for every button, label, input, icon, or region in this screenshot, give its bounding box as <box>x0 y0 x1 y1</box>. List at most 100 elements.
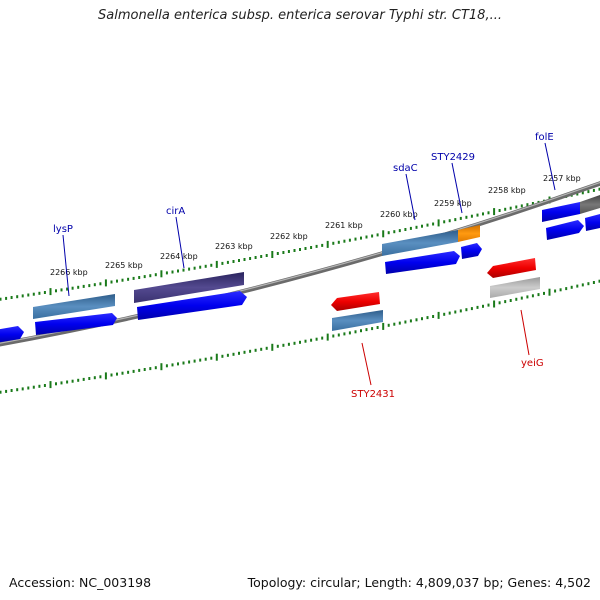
minor-tick <box>376 326 379 329</box>
minor-tick <box>387 231 390 235</box>
minor-tick <box>576 192 579 196</box>
minor-tick <box>504 300 507 304</box>
minor-tick <box>365 328 368 332</box>
minor-tick <box>287 342 290 346</box>
scale-label: 2266 kbp <box>50 268 88 277</box>
minor-tick <box>127 370 130 374</box>
minor-tick <box>487 303 490 307</box>
minor-tick <box>387 323 390 327</box>
forward-gene-arrow[interactable] <box>585 214 600 231</box>
minor-tick <box>443 220 446 224</box>
gene-label-sdaC: sdaC <box>393 163 418 174</box>
minor-tick <box>310 246 313 249</box>
minor-tick <box>238 351 240 355</box>
gene-label-STY2431: STY2431 <box>351 389 395 400</box>
minor-tick <box>299 340 301 344</box>
major-tick <box>49 288 52 296</box>
minor-tick <box>470 307 473 311</box>
minor-tick <box>520 204 523 208</box>
forward-gene-arrow[interactable] <box>0 326 24 343</box>
forward-gene-arrow[interactable] <box>461 243 482 259</box>
gene-labels: lysP cirA sdaC STY2429 folE STY2431 yeiG <box>53 132 554 400</box>
minor-tick <box>254 348 257 352</box>
major-tick <box>382 322 385 330</box>
minor-tick <box>354 330 357 334</box>
minor-tick <box>332 334 335 338</box>
minor-tick <box>10 296 13 299</box>
minor-tick <box>287 250 290 253</box>
scale-label: 2258 kbp <box>488 186 526 195</box>
minor-tick <box>127 277 130 281</box>
minor-tick <box>587 282 590 286</box>
cog-bar <box>580 195 600 214</box>
minor-tick <box>88 377 91 380</box>
minor-tick <box>360 236 362 240</box>
minor-tick <box>459 216 462 220</box>
minor-tick <box>520 296 523 300</box>
minor-tick <box>188 267 191 271</box>
forward-gene-arrow[interactable] <box>546 220 584 240</box>
minor-tick <box>426 223 429 227</box>
minor-tick <box>348 238 351 242</box>
gene-label-leaders <box>62 142 556 386</box>
major-tick <box>215 260 218 268</box>
minor-tick <box>371 327 374 331</box>
minor-tick <box>82 284 85 288</box>
forward-gene-arrow[interactable] <box>35 313 117 335</box>
forward-gene-arrow[interactable] <box>137 291 247 320</box>
minor-tick <box>293 249 296 252</box>
cog-bar <box>542 202 580 222</box>
minor-tick <box>365 235 368 239</box>
minor-tick <box>543 291 545 295</box>
scale-labels: 2266 kbp 2265 kbp 2264 kbp 2263 kbp 2262… <box>50 174 581 277</box>
map-title: Salmonella enterica subsp. enterica sero… <box>98 8 502 23</box>
minor-tick <box>249 349 252 353</box>
major-tick <box>493 208 496 216</box>
minor-tick <box>482 212 484 216</box>
reverse-cds-track <box>331 258 536 311</box>
minor-tick <box>221 354 224 358</box>
minor-tick <box>82 377 85 381</box>
minor-tick <box>138 276 141 279</box>
minor-tick <box>321 336 324 340</box>
reverse-gene-arrow[interactable] <box>487 258 536 278</box>
minor-tick <box>66 380 69 384</box>
cog-bar <box>458 225 480 242</box>
minor-tick <box>132 276 135 280</box>
minor-tick <box>226 353 229 357</box>
minor-tick <box>138 368 141 372</box>
minor-tick <box>0 297 2 301</box>
minor-tick <box>498 209 501 212</box>
minor-tick <box>143 275 146 279</box>
minor-tick <box>27 386 30 390</box>
major-tick <box>104 279 107 287</box>
minor-tick <box>465 308 468 312</box>
minor-tick <box>116 279 118 283</box>
major-tick <box>104 372 107 380</box>
cog-bar <box>490 277 540 298</box>
minor-tick <box>360 329 362 333</box>
minor-tick <box>265 346 268 350</box>
minor-tick <box>459 309 462 313</box>
minor-tick <box>470 214 473 218</box>
minor-tick <box>226 260 229 264</box>
minor-tick <box>476 213 479 217</box>
minor-tick <box>55 382 57 386</box>
minor-tick <box>265 254 268 257</box>
minor-tick <box>581 283 584 287</box>
major-tick <box>49 381 52 389</box>
minor-tick <box>110 373 113 377</box>
minor-tick <box>531 294 534 298</box>
minor-tick <box>531 202 534 205</box>
reverse-gene-arrow[interactable] <box>331 292 380 311</box>
forward-cds-track <box>0 214 600 343</box>
minor-tick <box>55 289 57 293</box>
minor-tick <box>526 203 529 207</box>
minor-tick <box>204 264 207 268</box>
minor-tick <box>132 369 135 373</box>
minor-tick <box>93 283 96 287</box>
forward-gene-arrow[interactable] <box>385 251 460 274</box>
minor-tick <box>498 301 501 305</box>
minor-tick <box>454 310 457 314</box>
